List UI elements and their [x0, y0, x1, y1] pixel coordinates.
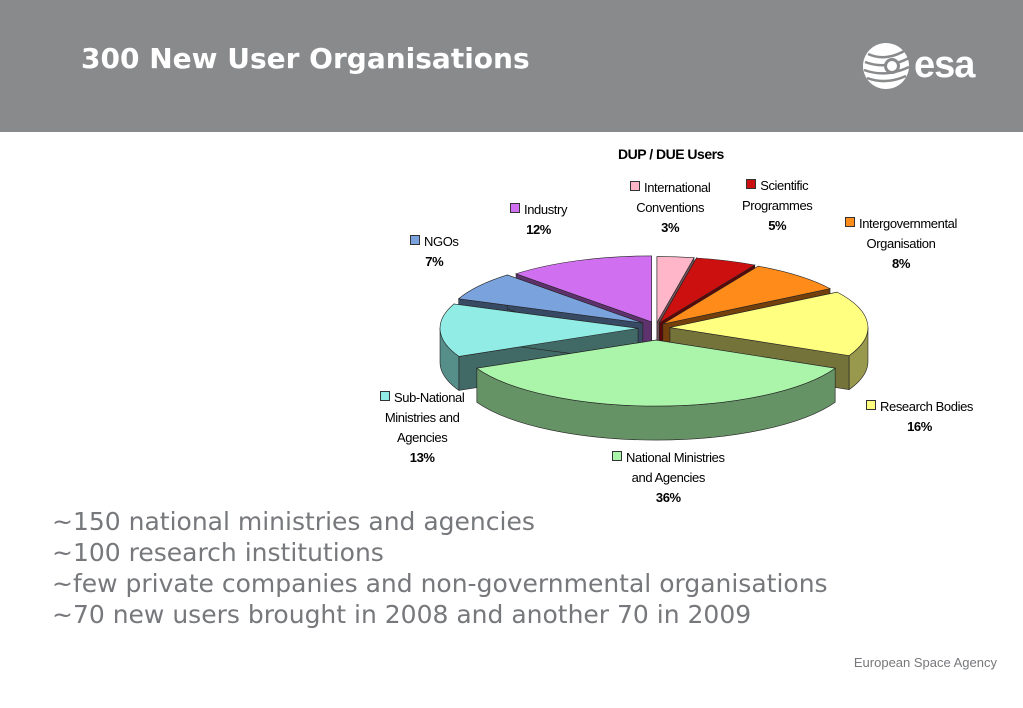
pie-chart: DUP / DUE Users International Conventions…: [370, 140, 1010, 510]
slice-label-line: Agencies: [397, 430, 448, 445]
esa-logo: esa: [862, 40, 1002, 92]
slice-label-line: Sub-National: [380, 388, 465, 408]
legend-swatch: [866, 400, 876, 410]
esa-logo-text: esa: [914, 44, 975, 86]
slice-percent: 8%: [891, 256, 910, 271]
slice-label-1: Scientific Programmes 5%: [742, 176, 813, 236]
chart-title: DUP / DUE Users: [618, 146, 724, 162]
header-bar: 300 New User Organisations esa: [0, 0, 1023, 132]
slice-label-7: Industry 12%: [510, 200, 567, 240]
slice-percent: 12%: [526, 222, 551, 237]
slice-label-0: International Conventions 3%: [630, 178, 711, 238]
pie-chart-svg: [439, 255, 869, 441]
slice-label-line: National Ministries: [612, 448, 725, 468]
slice-label-line: Organisation: [866, 236, 936, 251]
slice-percent: 16%: [907, 419, 932, 434]
slice-label-line: Scientific: [742, 176, 812, 196]
esa-globe-icon: [863, 43, 910, 89]
footer-agency: European Space Agency: [853, 655, 997, 670]
legend-swatch: [510, 203, 520, 213]
legend-swatch: [380, 391, 390, 401]
slice-percent: 7%: [425, 254, 444, 269]
slice-label-line: NGOs: [410, 232, 459, 252]
slice-percent: 5%: [768, 218, 787, 233]
slice-label-line: Programmes: [742, 198, 813, 213]
pie-slice-4: [476, 339, 836, 441]
bullet-list: ~150 national ministries and agencies ~1…: [52, 506, 828, 630]
slice-label-3: Research Bodies 16%: [866, 397, 973, 437]
slide-title: 300 New User Organisations: [81, 42, 530, 75]
legend-swatch: [612, 451, 622, 461]
slice-percent: 36%: [655, 490, 681, 505]
slice-label-2: Intergovernmental Organisation 8%: [845, 214, 957, 274]
slice-percent: 3%: [661, 220, 680, 235]
legend-swatch: [410, 235, 420, 245]
bullet-item: ~150 national ministries and agencies: [52, 507, 535, 536]
slice-label-line: Research Bodies: [866, 397, 973, 417]
slice-label-line: Ministries and: [384, 410, 460, 425]
slice-label-6: NGOs 7%: [410, 232, 459, 272]
slice-label-4: National Ministries and Agencies 36%: [612, 448, 725, 508]
legend-swatch: [746, 179, 757, 189]
bullet-item: ~few private companies and non-governmen…: [52, 569, 828, 598]
slice-label-line: Intergovernmental: [845, 214, 957, 234]
slice-label-line: and Agencies: [631, 470, 706, 485]
legend-swatch: [845, 217, 855, 227]
legend-swatch: [630, 181, 640, 191]
slice-label-line: Conventions: [636, 200, 705, 215]
bullet-item: ~70 new users brought in 2008 and anothe…: [52, 600, 752, 629]
slice-label-5: Sub-National Ministries and Agencies 13%: [380, 388, 465, 468]
slice-label-line: International: [630, 178, 711, 198]
slice-percent: 13%: [409, 450, 435, 465]
slice-label-line: Industry: [510, 200, 567, 220]
bullet-item: ~100 research institutions: [52, 538, 384, 567]
